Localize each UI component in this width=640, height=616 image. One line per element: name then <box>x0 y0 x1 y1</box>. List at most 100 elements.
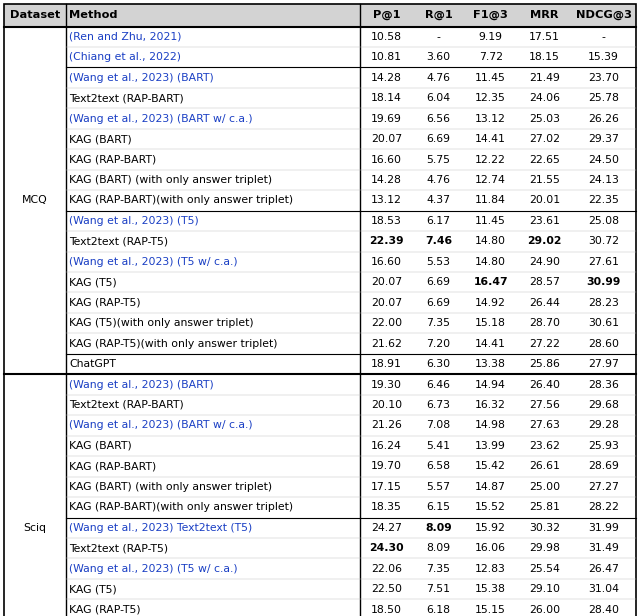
Text: 14.41: 14.41 <box>476 134 506 144</box>
Text: 6.69: 6.69 <box>426 277 451 287</box>
Text: (Wang et al., 2023) (T5 w/ c.a.): (Wang et al., 2023) (T5 w/ c.a.) <box>69 564 237 573</box>
Text: 29.10: 29.10 <box>529 584 560 594</box>
Text: 31.04: 31.04 <box>588 584 619 594</box>
Text: 8.09: 8.09 <box>426 543 451 553</box>
Text: 7.20: 7.20 <box>426 339 451 349</box>
Text: 27.63: 27.63 <box>529 421 560 431</box>
Text: 24.06: 24.06 <box>529 93 560 103</box>
Text: 13.12: 13.12 <box>371 195 402 206</box>
Text: 12.22: 12.22 <box>476 155 506 164</box>
Text: 10.58: 10.58 <box>371 32 402 42</box>
Text: 14.87: 14.87 <box>476 482 506 492</box>
Text: (Wang et al., 2023) Text2text (T5): (Wang et al., 2023) Text2text (T5) <box>69 523 252 533</box>
Text: NDCG@3: NDCG@3 <box>575 10 632 20</box>
Text: KAG (T5): KAG (T5) <box>69 584 117 594</box>
Text: 20.07: 20.07 <box>371 134 402 144</box>
Text: Dataset: Dataset <box>10 10 60 20</box>
Text: 28.60: 28.60 <box>588 339 619 349</box>
Text: 21.55: 21.55 <box>529 175 560 185</box>
Text: 7.08: 7.08 <box>426 421 451 431</box>
Text: -: - <box>602 32 605 42</box>
Text: 26.47: 26.47 <box>588 564 619 573</box>
Text: Text2text (RAP-T5): Text2text (RAP-T5) <box>69 237 168 246</box>
Text: 27.27: 27.27 <box>588 482 619 492</box>
Text: Sciq: Sciq <box>24 523 47 533</box>
Text: 31.49: 31.49 <box>588 543 619 553</box>
Text: 5.75: 5.75 <box>426 155 451 164</box>
Text: 28.36: 28.36 <box>588 379 619 389</box>
Text: 6.69: 6.69 <box>426 298 451 308</box>
Text: 30.32: 30.32 <box>529 523 560 533</box>
Text: 6.69: 6.69 <box>426 134 451 144</box>
Text: 8.09: 8.09 <box>425 523 452 533</box>
Text: KAG (RAP-T5): KAG (RAP-T5) <box>69 298 141 308</box>
Text: KAG (BART) (with only answer triplet): KAG (BART) (with only answer triplet) <box>69 175 272 185</box>
Text: (Ren and Zhu, 2021): (Ren and Zhu, 2021) <box>69 32 182 42</box>
Text: 19.70: 19.70 <box>371 461 402 471</box>
Text: 27.97: 27.97 <box>588 359 619 369</box>
Text: 19.30: 19.30 <box>371 379 402 389</box>
Text: 11.45: 11.45 <box>476 73 506 83</box>
Text: 7.72: 7.72 <box>479 52 502 62</box>
Text: 27.02: 27.02 <box>529 134 560 144</box>
Text: 24.27: 24.27 <box>371 523 402 533</box>
Text: KAG (BART): KAG (BART) <box>69 441 132 451</box>
Text: 9.19: 9.19 <box>479 32 502 42</box>
Text: 28.69: 28.69 <box>588 461 619 471</box>
Text: 18.50: 18.50 <box>371 604 402 615</box>
Text: 12.35: 12.35 <box>476 93 506 103</box>
Text: Method: Method <box>69 10 118 20</box>
Text: 25.78: 25.78 <box>588 93 619 103</box>
Text: (Chiang et al., 2022): (Chiang et al., 2022) <box>69 52 181 62</box>
Text: 28.70: 28.70 <box>529 318 560 328</box>
Text: 14.80: 14.80 <box>475 257 506 267</box>
Text: 26.40: 26.40 <box>529 379 560 389</box>
Text: 26.61: 26.61 <box>529 461 560 471</box>
Text: KAG (RAP-BART): KAG (RAP-BART) <box>69 155 156 164</box>
Text: 10.81: 10.81 <box>371 52 402 62</box>
Text: 13.12: 13.12 <box>476 113 506 124</box>
Text: (Wang et al., 2023) (T5): (Wang et al., 2023) (T5) <box>69 216 199 226</box>
Text: 25.93: 25.93 <box>588 441 619 451</box>
Text: 21.62: 21.62 <box>371 339 402 349</box>
Text: 15.92: 15.92 <box>476 523 506 533</box>
Text: 18.35: 18.35 <box>371 502 402 513</box>
Text: (Wang et al., 2023) (BART w/ c.a.): (Wang et al., 2023) (BART w/ c.a.) <box>69 113 253 124</box>
Text: 24.30: 24.30 <box>369 543 404 553</box>
Text: R@1: R@1 <box>424 10 452 20</box>
Text: KAG (RAP-BART): KAG (RAP-BART) <box>69 461 156 471</box>
Text: 25.86: 25.86 <box>529 359 560 369</box>
Text: KAG (RAP-T5): KAG (RAP-T5) <box>69 604 141 615</box>
Text: 16.32: 16.32 <box>476 400 506 410</box>
Text: 28.40: 28.40 <box>588 604 619 615</box>
Text: 16.60: 16.60 <box>371 257 402 267</box>
Text: ChatGPT: ChatGPT <box>69 359 116 369</box>
Text: 4.37: 4.37 <box>426 195 451 206</box>
Text: 7.35: 7.35 <box>426 564 451 573</box>
Text: 12.83: 12.83 <box>476 564 506 573</box>
Text: (Wang et al., 2023) (BART): (Wang et al., 2023) (BART) <box>69 73 214 83</box>
Text: 15.42: 15.42 <box>476 461 506 471</box>
Text: KAG (T5)(with only answer triplet): KAG (T5)(with only answer triplet) <box>69 318 253 328</box>
Text: 27.61: 27.61 <box>588 257 619 267</box>
Text: 26.26: 26.26 <box>588 113 619 124</box>
Text: 30.61: 30.61 <box>588 318 619 328</box>
Text: 4.76: 4.76 <box>426 175 451 185</box>
Text: 23.62: 23.62 <box>529 441 560 451</box>
Text: KAG (BART): KAG (BART) <box>69 134 132 144</box>
Text: 16.06: 16.06 <box>475 543 506 553</box>
Text: 6.46: 6.46 <box>426 379 451 389</box>
Text: 31.99: 31.99 <box>588 523 619 533</box>
Text: 16.24: 16.24 <box>371 441 402 451</box>
Text: 22.65: 22.65 <box>529 155 560 164</box>
Text: 23.70: 23.70 <box>588 73 619 83</box>
Text: 19.69: 19.69 <box>371 113 402 124</box>
Text: 7.35: 7.35 <box>426 318 451 328</box>
Text: 14.92: 14.92 <box>476 298 506 308</box>
Text: 25.00: 25.00 <box>529 482 560 492</box>
Text: 17.51: 17.51 <box>529 32 560 42</box>
Text: 28.22: 28.22 <box>588 502 619 513</box>
Text: 6.56: 6.56 <box>426 113 451 124</box>
Text: 26.44: 26.44 <box>529 298 560 308</box>
Text: 28.57: 28.57 <box>529 277 560 287</box>
